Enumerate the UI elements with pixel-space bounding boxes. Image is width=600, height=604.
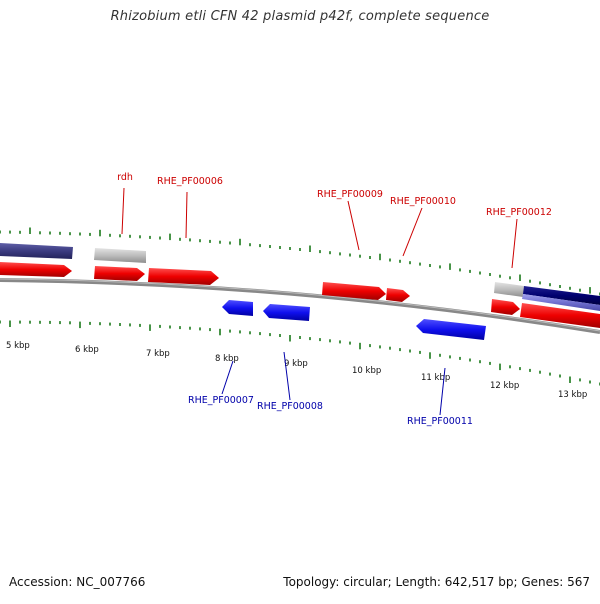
gene-label-forward: RHE_PF00006 bbox=[157, 176, 223, 187]
gene-label-forward: RHE_PF00009 bbox=[317, 189, 383, 200]
outer-tick-ring bbox=[0, 227, 600, 296]
scale-labels: 5 kbp 6 kbp 7 kbp 8 kbp 9 kbp 10 kbp 11 kbp 12 … bbox=[6, 341, 587, 400]
gene-arrow-forward bbox=[491, 299, 520, 315]
inner-tick-ring bbox=[0, 320, 600, 386]
gene-arrow-forward bbox=[0, 262, 72, 277]
gene-arrow-reverse bbox=[263, 304, 310, 321]
gene-arrow-rdh-partner bbox=[148, 268, 219, 285]
scale-label: 12 kbp bbox=[490, 381, 519, 391]
scale-label: 11 kbp bbox=[421, 373, 450, 383]
leader-line bbox=[121, 187, 125, 235]
gene-arrow-reverse bbox=[416, 319, 486, 340]
forward-gene-labels: rdh RHE_PF00006 RHE_PF00009 RHE_PF00010 RHE_… bbox=[117, 172, 552, 269]
accession-text: Accession: NC_007766 bbox=[9, 575, 146, 589]
scale-label: 13 kbp bbox=[558, 390, 587, 400]
gene-arrow-forward bbox=[322, 282, 386, 300]
leader-line bbox=[439, 367, 446, 416]
leader-line bbox=[283, 351, 291, 401]
gene-arrow-forward bbox=[386, 288, 410, 302]
gene-arrow-reverse bbox=[222, 300, 253, 316]
scale-label: 8 kbp bbox=[215, 354, 239, 364]
topology-summary: Topology: circular; Length: 642,517 bp; … bbox=[283, 575, 590, 589]
gene-label-forward: RHE_PF00012 bbox=[486, 207, 552, 218]
gene-arrow-forward bbox=[94, 266, 145, 281]
scale-label: 9 kbp bbox=[284, 359, 308, 369]
backbone-line bbox=[0, 278, 600, 334]
leader-line bbox=[511, 218, 518, 269]
map-title: Rhizobium etli CFN 42 plasmid p42f, comp… bbox=[110, 9, 490, 24]
scale-label: 6 kbp bbox=[75, 345, 99, 355]
gene-label-reverse: RHE_PF00008 bbox=[257, 401, 323, 412]
gene-label-forward: RHE_PF00010 bbox=[390, 196, 456, 207]
feature-grey-box bbox=[494, 282, 524, 297]
scale-label: 10 kbp bbox=[352, 366, 381, 376]
backbone-highlight bbox=[0, 278, 600, 332]
feature-grey-box bbox=[94, 248, 146, 263]
gene-label-reverse: RHE_PF00011 bbox=[407, 416, 473, 427]
gene-arrow-forward bbox=[520, 303, 600, 328]
scale-label: 5 kbp bbox=[6, 341, 30, 351]
feature-band-navy bbox=[523, 286, 600, 305]
feature-band-dark bbox=[0, 243, 73, 259]
leader-line bbox=[221, 360, 234, 395]
leader-line bbox=[402, 207, 423, 257]
feature-band-light bbox=[522, 294, 600, 311]
leader-line bbox=[185, 191, 188, 239]
gene-label-reverse: RHE_PF00007 bbox=[188, 395, 254, 406]
gene-label-forward: rdh bbox=[117, 172, 133, 183]
scale-label: 7 kbp bbox=[146, 349, 170, 359]
leader-line bbox=[347, 200, 360, 251]
